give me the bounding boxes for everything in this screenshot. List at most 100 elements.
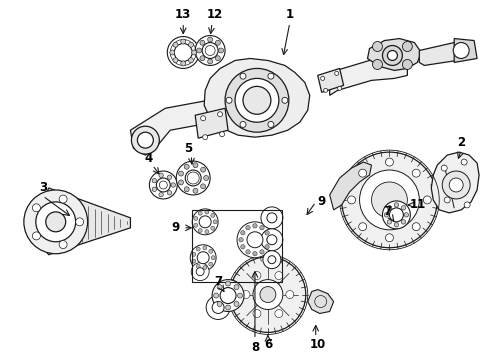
Circle shape <box>174 44 192 62</box>
Circle shape <box>219 48 223 53</box>
Text: 13: 13 <box>175 8 192 21</box>
Circle shape <box>46 212 66 232</box>
Circle shape <box>282 97 288 103</box>
Circle shape <box>176 161 210 195</box>
Circle shape <box>216 40 220 45</box>
Circle shape <box>189 42 194 47</box>
Circle shape <box>359 169 367 177</box>
Circle shape <box>214 293 219 298</box>
Circle shape <box>335 71 339 75</box>
Circle shape <box>184 187 189 192</box>
Circle shape <box>444 197 450 203</box>
Circle shape <box>402 59 413 69</box>
Circle shape <box>253 271 261 280</box>
Circle shape <box>203 135 208 140</box>
Circle shape <box>234 285 239 289</box>
Circle shape <box>412 169 420 177</box>
Circle shape <box>190 245 216 271</box>
Circle shape <box>253 224 257 228</box>
Circle shape <box>206 296 230 319</box>
Circle shape <box>453 42 469 58</box>
Polygon shape <box>368 39 421 71</box>
Circle shape <box>205 210 209 214</box>
Circle shape <box>386 158 393 166</box>
Circle shape <box>267 238 271 242</box>
Circle shape <box>196 48 202 53</box>
Circle shape <box>211 226 215 230</box>
Circle shape <box>261 207 283 229</box>
Circle shape <box>192 209 218 235</box>
Circle shape <box>201 116 206 121</box>
Polygon shape <box>454 39 477 62</box>
Circle shape <box>198 211 202 215</box>
Circle shape <box>360 170 419 230</box>
Circle shape <box>205 230 209 234</box>
Circle shape <box>267 213 277 223</box>
Circle shape <box>187 172 199 184</box>
Circle shape <box>32 232 40 240</box>
Circle shape <box>402 41 413 51</box>
Circle shape <box>359 223 367 231</box>
Circle shape <box>220 288 236 303</box>
Circle shape <box>217 302 222 306</box>
Circle shape <box>324 88 328 92</box>
Circle shape <box>386 234 393 242</box>
Circle shape <box>265 244 269 249</box>
Circle shape <box>372 59 383 69</box>
Circle shape <box>423 196 431 204</box>
Circle shape <box>260 225 264 230</box>
Circle shape <box>230 257 306 332</box>
Circle shape <box>371 182 407 218</box>
Circle shape <box>387 220 392 224</box>
Text: 9: 9 <box>171 221 179 234</box>
Circle shape <box>208 37 213 42</box>
Circle shape <box>209 262 213 266</box>
Circle shape <box>412 223 420 231</box>
Circle shape <box>237 222 273 258</box>
Polygon shape <box>419 42 459 66</box>
Circle shape <box>390 208 403 222</box>
Circle shape <box>265 231 269 235</box>
Circle shape <box>32 204 40 212</box>
Circle shape <box>185 170 201 186</box>
Circle shape <box>275 271 283 280</box>
Circle shape <box>200 40 205 45</box>
Circle shape <box>263 251 281 269</box>
Polygon shape <box>204 58 310 137</box>
Circle shape <box>212 302 224 314</box>
Circle shape <box>247 232 263 248</box>
Circle shape <box>59 195 67 203</box>
Circle shape <box>192 252 196 256</box>
Circle shape <box>189 58 194 63</box>
Circle shape <box>220 132 224 137</box>
Circle shape <box>171 183 175 187</box>
Circle shape <box>211 256 215 260</box>
Circle shape <box>203 266 207 270</box>
Circle shape <box>194 223 198 227</box>
Circle shape <box>199 216 211 228</box>
Circle shape <box>338 86 342 90</box>
Circle shape <box>213 220 217 224</box>
Circle shape <box>235 78 279 122</box>
Circle shape <box>394 222 398 227</box>
Circle shape <box>234 302 239 306</box>
Circle shape <box>246 249 250 254</box>
Circle shape <box>216 56 220 61</box>
Circle shape <box>195 36 225 66</box>
Circle shape <box>286 291 294 298</box>
Circle shape <box>218 112 222 117</box>
Circle shape <box>211 213 215 217</box>
Circle shape <box>205 45 215 55</box>
Circle shape <box>173 42 178 47</box>
Circle shape <box>461 159 467 165</box>
Circle shape <box>401 206 406 210</box>
Circle shape <box>198 229 202 233</box>
Circle shape <box>441 165 447 171</box>
Circle shape <box>193 188 198 193</box>
Circle shape <box>194 216 198 220</box>
Circle shape <box>383 201 410 229</box>
Polygon shape <box>130 95 248 155</box>
Circle shape <box>225 68 289 132</box>
Circle shape <box>191 263 209 280</box>
Circle shape <box>178 171 184 176</box>
